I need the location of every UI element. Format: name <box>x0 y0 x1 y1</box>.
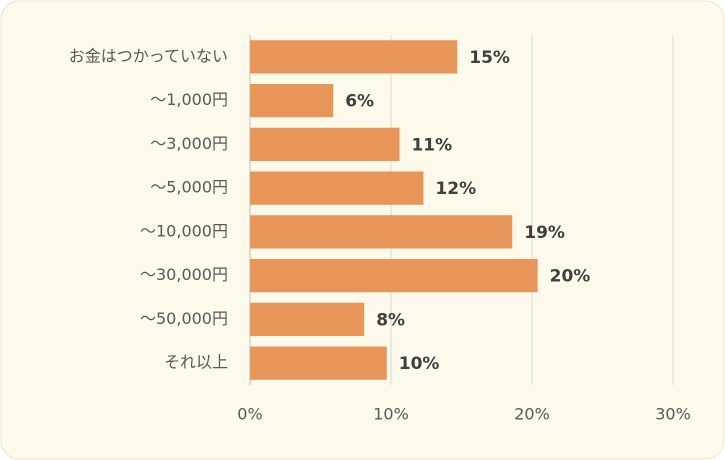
bar <box>250 346 387 380</box>
bar <box>250 171 424 205</box>
bar <box>250 259 538 293</box>
value-label: 15% <box>469 48 510 68</box>
bar <box>250 215 513 249</box>
x-tick-label: 30% <box>655 405 691 424</box>
y-tick-label: 〜30,000円 <box>140 265 228 284</box>
y-tick-label: 〜10,000円 <box>140 221 228 240</box>
value-label: 20% <box>550 267 591 287</box>
bar <box>250 127 400 161</box>
y-tick-label: 〜5,000円 <box>150 178 228 197</box>
bar <box>250 84 334 118</box>
value-label: 10% <box>399 354 440 374</box>
x-tick-label: 10% <box>373 405 409 424</box>
value-label: 8% <box>376 310 405 330</box>
y-tick-label: お金はつかっていない <box>69 46 228 65</box>
y-tick-label: 〜3,000円 <box>150 134 228 153</box>
y-tick-label: 〜1,000円 <box>150 90 228 109</box>
x-tick-label: 20% <box>514 405 550 424</box>
y-tick-label: 〜50,000円 <box>140 309 228 328</box>
x-tick-label: 0% <box>237 405 262 424</box>
value-label: 19% <box>524 223 565 243</box>
value-label: 6% <box>345 92 374 112</box>
value-label: 11% <box>411 135 452 155</box>
bar <box>250 40 458 74</box>
y-tick-label: それ以上 <box>164 353 228 372</box>
value-label: 12% <box>435 179 476 199</box>
bar <box>250 302 365 336</box>
